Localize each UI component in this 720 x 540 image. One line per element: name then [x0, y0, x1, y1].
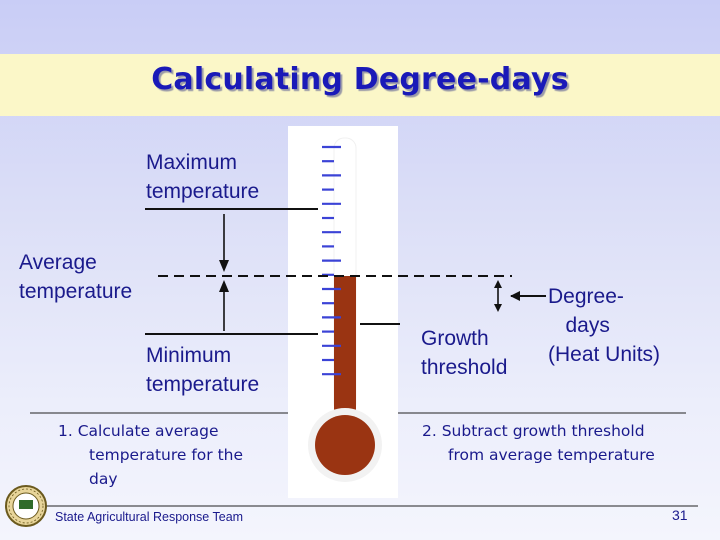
state-seal-icon [5, 485, 47, 527]
step-2-line-2: from average temperature [448, 446, 655, 464]
title-band [0, 54, 720, 116]
average-temperature-label: Average temperature [19, 251, 133, 303]
footer-organization: State Agricultural Response Team [55, 510, 244, 524]
page-title: Calculating Degree-days [151, 62, 569, 97]
step-1-text: 1. Calculate average temperature for the… [58, 419, 243, 491]
degree-days-label: Degree- days (Heat Units) [548, 285, 661, 366]
thermometer-scale [322, 145, 341, 376]
step-2-text: 2. Subtract growth threshold from averag… [422, 419, 655, 467]
step-1-line-3: day [89, 470, 118, 488]
minimum-temperature-label: Minimum temperature [146, 344, 260, 396]
growth-threshold-label: Growth threshold [421, 327, 508, 379]
arrow-up-icon [219, 280, 229, 292]
pointer-arrow-icon [510, 291, 520, 301]
page-number: 31 [672, 507, 688, 523]
maximum-temperature-label: Maximum temperature [146, 151, 260, 203]
span-arrow-down-icon [494, 304, 502, 312]
mercury-bulb [315, 415, 375, 475]
span-arrow-up-icon [494, 280, 502, 288]
step-2-line-1: 2. Subtract growth threshold [422, 422, 645, 440]
mercury-column [334, 276, 356, 416]
step-1-line-2: temperature for the [89, 446, 244, 464]
step-1-line-1: 1. Calculate average [58, 422, 219, 440]
arrow-down-icon [219, 260, 229, 272]
